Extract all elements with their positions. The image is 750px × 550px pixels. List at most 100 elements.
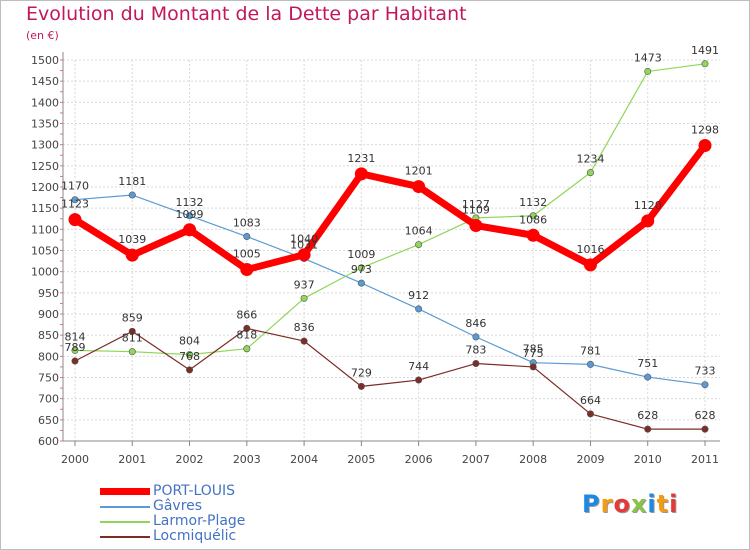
- logo-letter: r: [600, 490, 614, 518]
- y-tick-label: 1050: [31, 245, 59, 258]
- data-point: [526, 228, 540, 242]
- y-tick-label: 850: [38, 329, 59, 342]
- legend-swatch: [100, 488, 150, 495]
- data-point: [240, 263, 254, 277]
- legend-label: Gâvres: [153, 498, 203, 514]
- data-point: [354, 167, 368, 181]
- data-label: 1083: [233, 217, 261, 230]
- data-label: 1120: [634, 199, 662, 212]
- data-label: 804: [179, 335, 200, 348]
- tick-labels: 600 650 700 750 800 850 900 950 1000 1050 1100 1150…: [31, 54, 719, 466]
- data-point: [586, 410, 594, 418]
- x-tick-label: 2003: [233, 453, 261, 466]
- legend-label: PORT-LOUIS: [153, 483, 236, 499]
- data-point: [71, 196, 79, 204]
- x-tick-label: 2009: [576, 453, 604, 466]
- data-label: 785: [523, 343, 544, 356]
- legend-swatch: [100, 521, 150, 523]
- data-label: 846: [465, 317, 486, 330]
- y-tick-label: 1000: [31, 266, 59, 279]
- y-tick-label: 1250: [31, 160, 59, 173]
- data-label: 1132: [176, 196, 204, 209]
- y-tick-label: 1150: [31, 202, 59, 215]
- data-point: [68, 213, 82, 227]
- data-point: [472, 333, 480, 341]
- data-point: [701, 425, 709, 433]
- data-point: [71, 346, 79, 354]
- data-label: 1039: [118, 233, 146, 246]
- y-tick-label: 700: [38, 393, 59, 406]
- x-tick-label: 2005: [347, 453, 375, 466]
- data-label: 866: [236, 308, 257, 321]
- data-point: [701, 381, 709, 389]
- data-label: 781: [580, 344, 601, 357]
- data-point: [412, 180, 426, 194]
- data-point: [186, 351, 194, 359]
- data-label: 1473: [634, 51, 662, 64]
- y-tick-label: 1350: [31, 118, 59, 131]
- data-point: [300, 294, 308, 302]
- x-tick-label: 2011: [691, 453, 719, 466]
- y-tick-label: 750: [38, 372, 59, 385]
- chart-title: Evolution du Montant de la Dette par Hab…: [26, 3, 467, 25]
- data-label: 1170: [61, 180, 89, 193]
- x-tick-label: 2006: [405, 453, 433, 466]
- legend-swatch: [100, 536, 150, 538]
- data-label: 1298: [691, 124, 719, 137]
- series-line-gâvres: [74, 194, 706, 386]
- data-point: [529, 363, 537, 371]
- data-label: 768: [179, 350, 200, 363]
- series-line-port-louis: [73, 143, 708, 274]
- data-label: 1181: [118, 175, 146, 188]
- data-label: 1234: [576, 153, 604, 166]
- data-point: [243, 233, 251, 241]
- y-tick-label: 1400: [31, 96, 59, 109]
- data-label: 1009: [347, 248, 375, 261]
- data-point: [243, 345, 251, 353]
- y-tick-label: 950: [38, 287, 59, 300]
- data-point: [183, 223, 197, 237]
- data-label: 744: [408, 360, 429, 373]
- y-tick-label: 650: [38, 414, 59, 427]
- y-tick-label: 1200: [31, 181, 59, 194]
- series-line-locmiquélic: [74, 327, 705, 430]
- logo-letter: x: [630, 490, 648, 518]
- data-label: 1064: [405, 225, 433, 238]
- y-tick-label: 1300: [31, 139, 59, 152]
- x-tick-label: 2004: [290, 453, 318, 466]
- data-label: 1040: [290, 233, 318, 246]
- data-label: 937: [294, 278, 315, 291]
- data-point: [529, 212, 537, 220]
- logo-letter: t: [656, 490, 670, 518]
- data-point: [357, 264, 365, 272]
- y-tick-label: 900: [38, 308, 59, 321]
- data-label: 729: [351, 366, 372, 379]
- data-label: 859: [122, 311, 143, 324]
- data-label: 664: [580, 394, 601, 407]
- data-label: 1132: [519, 196, 547, 209]
- series-line-larmor-plage: [74, 63, 706, 356]
- x-tick-label: 2000: [61, 453, 89, 466]
- data-label: 818: [236, 329, 257, 342]
- data-label: 1201: [405, 165, 433, 178]
- data-point: [186, 212, 194, 220]
- data-point: [472, 360, 480, 368]
- data-label: 628: [637, 409, 658, 422]
- data-point: [644, 67, 652, 75]
- data-point: [128, 191, 136, 199]
- data-label: 1109: [462, 204, 490, 217]
- data-point: [469, 219, 483, 233]
- data-label: 814: [65, 330, 86, 343]
- logo-letter: o: [613, 490, 631, 518]
- series-layer: [68, 60, 712, 433]
- data-label: 836: [294, 321, 315, 334]
- data-point: [128, 327, 136, 335]
- y-tick-label: 1100: [31, 223, 59, 236]
- chart-subtitle: (en €): [26, 29, 59, 42]
- logo-letter: i: [647, 490, 657, 518]
- x-tick-label: 2010: [634, 453, 662, 466]
- data-label: 789: [65, 341, 86, 354]
- data-point: [300, 337, 308, 345]
- data-label: 1123: [61, 198, 89, 211]
